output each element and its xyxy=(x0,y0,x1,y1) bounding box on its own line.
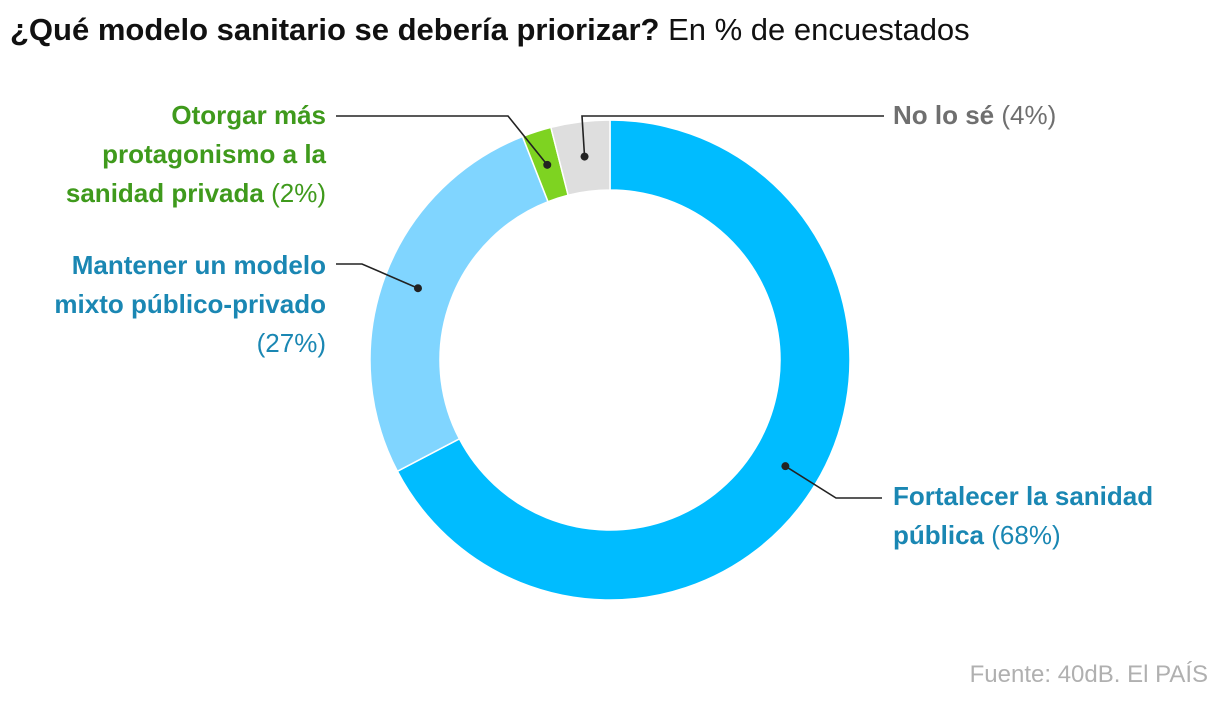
label-privada: Otorgar más protagonismo a la sanidad pr… xyxy=(66,96,326,213)
label-mixto: Mantener un modelo mixto público-privado… xyxy=(54,246,326,363)
leader-dot-nose xyxy=(580,152,589,161)
leader-line-privada xyxy=(336,115,548,166)
leader-dot-publica xyxy=(781,462,790,471)
label-nose: No lo sé (4%) xyxy=(893,96,1056,135)
chart-title: ¿Qué modelo sanitario se debería prioriz… xyxy=(10,12,970,48)
label-line: Mantener un modelo xyxy=(71,250,326,280)
label-line: pública xyxy=(893,520,985,550)
label-line: No lo sé xyxy=(893,100,995,130)
label-line: protagonismo a la xyxy=(102,139,326,169)
label-line: sanidad privada xyxy=(65,178,264,208)
chart-subtitle: En % de encuestados xyxy=(668,12,970,47)
label-line: Otorgar más xyxy=(171,100,326,130)
slice-mixto xyxy=(369,135,549,473)
value-label: (68%) xyxy=(991,520,1061,550)
value-label: (27%) xyxy=(256,328,326,358)
source-note: Fuente: 40dB. El PAÍS xyxy=(969,661,1208,688)
value-label: (4%) xyxy=(1001,100,1057,130)
chart-title-main: ¿Qué modelo sanitario se debería prioriz… xyxy=(10,12,660,47)
slice-nose xyxy=(549,119,611,197)
slice-publica xyxy=(396,119,851,601)
leader-dot-mixto xyxy=(413,284,422,293)
leader-dot-privada xyxy=(543,160,552,169)
leader-line-publica xyxy=(784,465,882,499)
label-line: Fortalecer la sanidad xyxy=(893,481,1154,511)
label-publica: Fortalecer la sanidad pública (68%) xyxy=(893,477,1153,555)
value-label: (2%) xyxy=(271,178,326,208)
leader-line-nose xyxy=(581,115,884,157)
label-line: mixto público-privado xyxy=(54,289,326,319)
leader-line-mixto xyxy=(336,263,419,289)
